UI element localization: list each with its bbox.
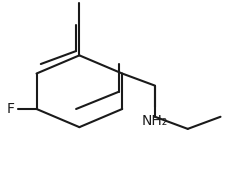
Text: F: F	[7, 102, 15, 116]
Text: NH₂: NH₂	[142, 114, 168, 128]
